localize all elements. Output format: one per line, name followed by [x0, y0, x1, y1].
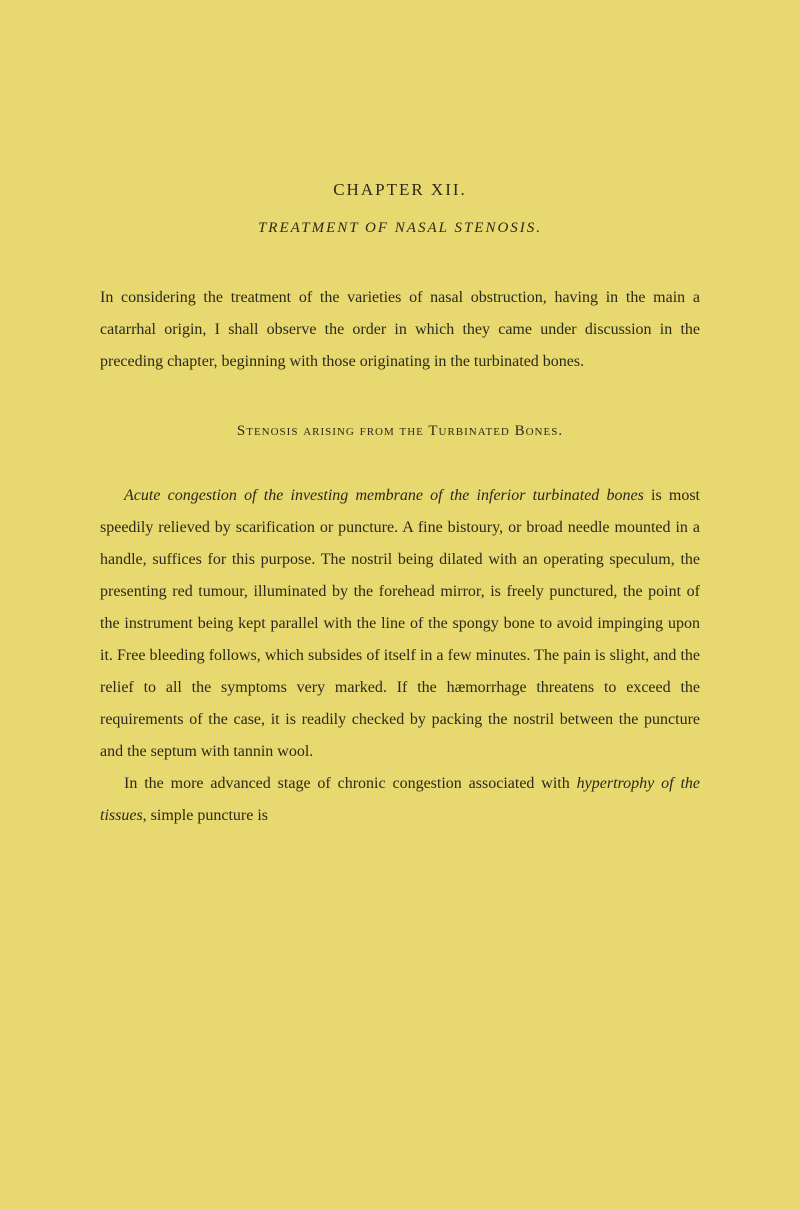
- intro-paragraph: In considering the treatment of the vari…: [100, 282, 700, 378]
- body-text-2a: In the more advanced stage of chronic co…: [124, 775, 577, 792]
- body-text-1: is most speedily relieved by scarificati…: [100, 487, 700, 760]
- body-text-2b: , simple puncture is: [143, 807, 268, 824]
- body-paragraph-2: In the more advanced stage of chronic co…: [100, 768, 700, 832]
- italic-phrase-1: Acute congestion of the investing membra…: [124, 487, 644, 504]
- chapter-subtitle: TREATMENT OF NASAL STENOSIS.: [100, 220, 700, 237]
- section-heading: Stenosis arising from the Turbinated Bon…: [100, 423, 700, 440]
- document-page: CHAPTER XII. TREATMENT OF NASAL STENOSIS…: [100, 180, 700, 832]
- body-paragraph-1: Acute congestion of the investing membra…: [100, 480, 700, 768]
- chapter-title: CHAPTER XII.: [100, 180, 700, 200]
